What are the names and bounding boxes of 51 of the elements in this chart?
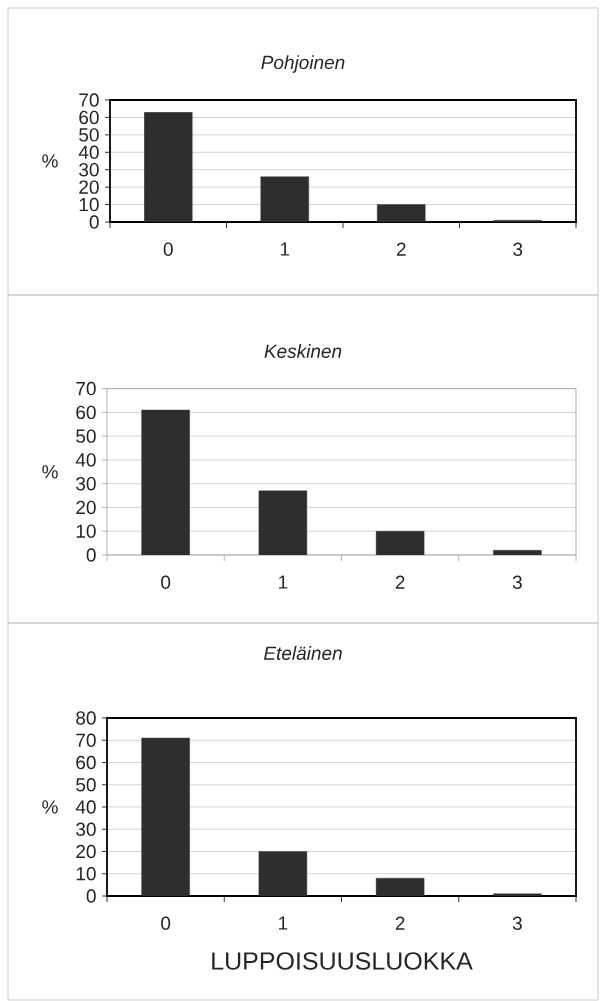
y-tick-label: 50 <box>79 128 99 142</box>
x-tick-label: 2 <box>395 575 405 589</box>
y-tick-label: 20 <box>76 500 96 515</box>
y-tick-label: 70 <box>76 733 96 747</box>
chart-title: Pohjoinen <box>261 55 345 73</box>
x-tick-label: 2 <box>395 916 405 930</box>
y-tick-label: 30 <box>79 162 99 177</box>
y-tick-label: 50 <box>76 778 96 792</box>
x-tick-label: 1 <box>279 575 288 589</box>
y-tick-label: 60 <box>76 755 96 770</box>
x-axis-title: LUPPOISUUSLUOKKA <box>212 952 473 970</box>
y-tick-label: 0 <box>89 215 99 229</box>
x-tick-label: 3 <box>512 575 522 589</box>
x-tick-label: 3 <box>512 916 522 930</box>
y-tick-label: 70 <box>79 93 99 107</box>
x-tick-label: 0 <box>161 916 171 930</box>
x-tick-label: 0 <box>161 575 171 589</box>
chart-title: Keskinen <box>264 344 342 358</box>
bar <box>375 531 425 555</box>
y-tick-label: 20 <box>76 844 96 859</box>
y-axis-title: % <box>42 800 58 814</box>
x-tick-label: 3 <box>513 242 523 256</box>
y-tick-label: 70 <box>76 381 96 396</box>
y-axis-title: % <box>42 154 58 168</box>
y-tick-label: 0 <box>86 548 96 562</box>
x-tick-label: 1 <box>279 916 288 930</box>
bar <box>144 112 193 222</box>
y-tick-label: 40 <box>75 800 96 814</box>
y-tick-label: 40 <box>75 453 96 467</box>
y-tick-label: 60 <box>79 110 99 125</box>
bar <box>258 490 308 555</box>
y-tick-label: 10 <box>76 867 96 881</box>
y-axis-title: % <box>42 465 58 479</box>
x-tick-label: 2 <box>396 242 406 256</box>
x-tick-label: 0 <box>163 242 173 256</box>
bar <box>141 409 190 555</box>
bar <box>493 550 542 555</box>
y-tick-label: 20 <box>79 180 99 194</box>
y-tick-label: 50 <box>76 429 96 443</box>
y-tick-label: 10 <box>79 197 99 212</box>
y-tick-label: 60 <box>76 405 96 420</box>
x-tick-label: 1 <box>280 242 290 256</box>
y-tick-label: 0 <box>86 889 96 903</box>
chart-title: Eteläinen <box>263 646 342 660</box>
y-tick-label: 80 <box>76 711 96 725</box>
y-tick-label: 30 <box>76 476 96 491</box>
y-tick-label: 10 <box>76 524 96 538</box>
y-tick-label: 40 <box>78 145 99 160</box>
bar <box>377 204 426 222</box>
y-tick-label: 30 <box>76 822 96 836</box>
bar <box>260 176 309 222</box>
